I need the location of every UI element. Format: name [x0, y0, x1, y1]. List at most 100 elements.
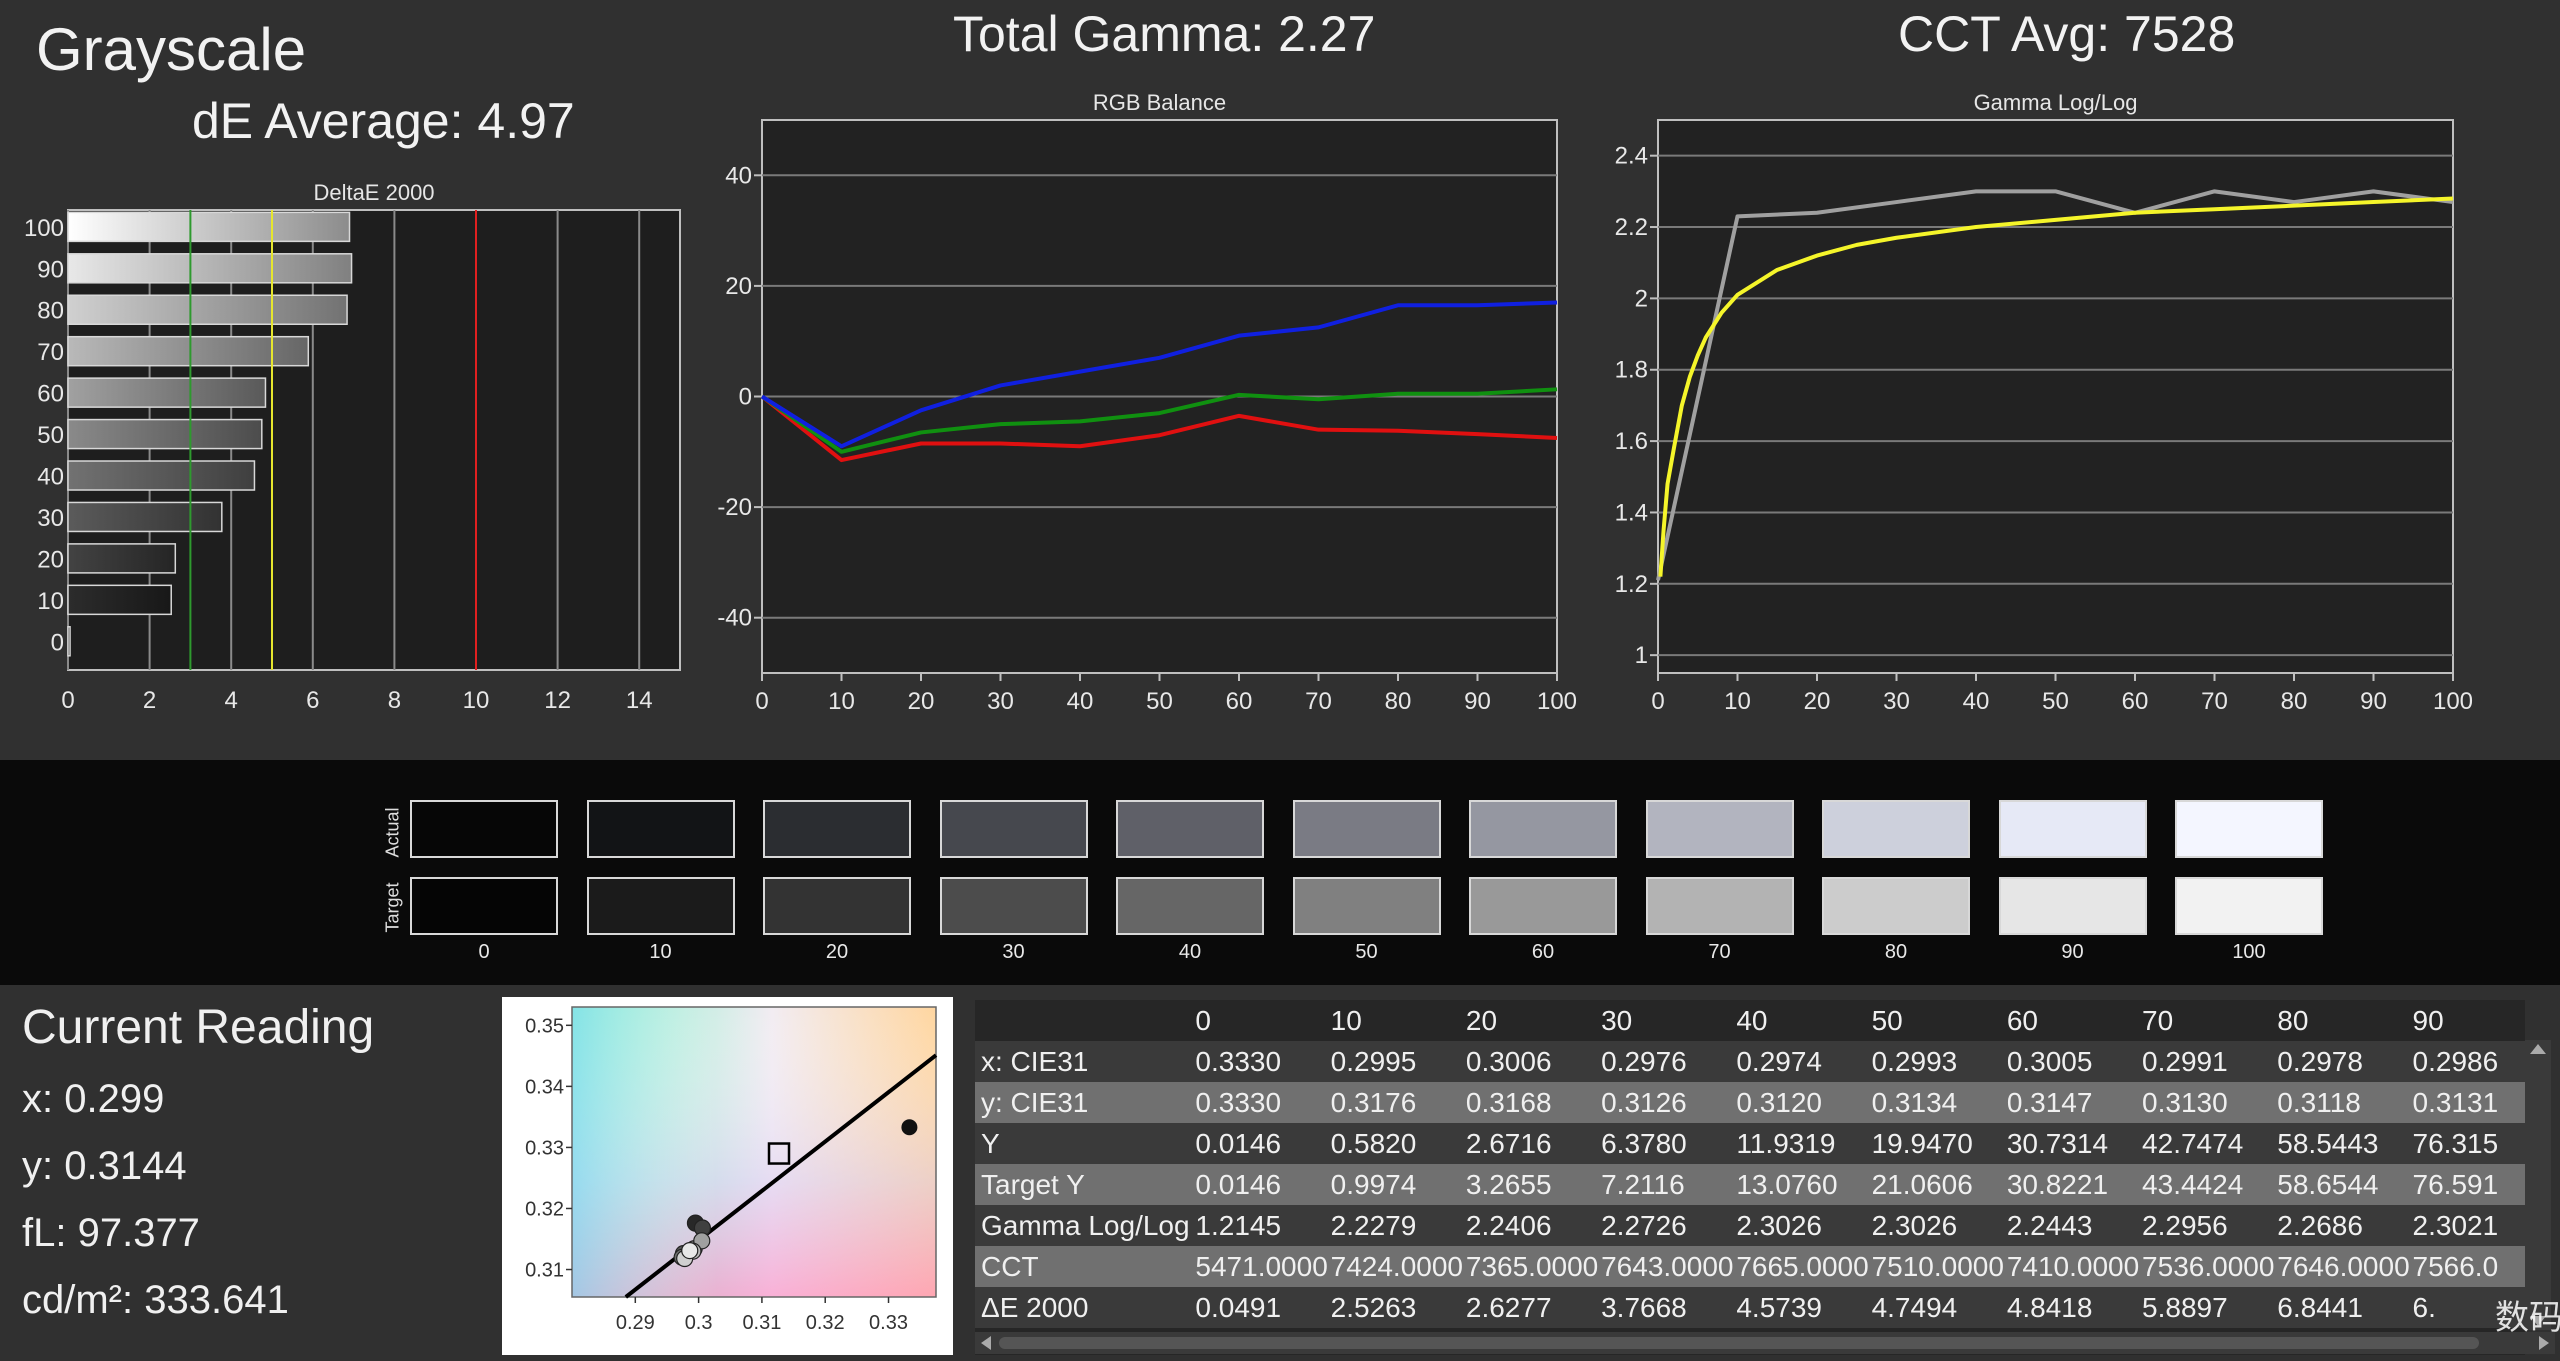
deltae-ytick-label: 10	[37, 588, 64, 615]
table-cell: 4.7494	[1871, 1287, 2007, 1328]
table-column-header: 50	[1871, 1004, 1903, 1036]
table-cell: 0.3130	[2142, 1082, 2278, 1123]
target-swatch	[1998, 877, 2147, 935]
deltae-ytick-label: 100	[24, 215, 64, 242]
gamma-xtick-label: 80	[2281, 688, 2308, 715]
table-cell: 0.2978	[2277, 1041, 2413, 1082]
rgb-xtick-label: 70	[1305, 688, 1332, 715]
swatch-label: 30	[1002, 941, 1025, 963]
table-cell: 58.5443	[2277, 1123, 2413, 1164]
cie-xtick-label: 0.3	[685, 1312, 713, 1334]
target-swatch	[939, 877, 1088, 935]
deltae-xtick-label: 6	[306, 687, 319, 714]
total-gamma-title: Total Gamma: 2.27	[953, 6, 1376, 62]
actual-row-label: Actual	[382, 807, 403, 858]
scroll-thumb[interactable]	[999, 1337, 2479, 1349]
grayscale-title: Grayscale	[36, 16, 307, 83]
deltae-bar	[67, 543, 177, 574]
table-cell: 5471.0000	[1195, 1246, 1331, 1287]
table-cell: 0.2974	[1736, 1041, 1872, 1082]
rgb-ytick-label: 20	[725, 273, 752, 300]
current-reading-title: Current Reading	[22, 1001, 375, 1054]
table-cell: 2.2279	[1330, 1205, 1466, 1246]
deltae-ytick-label: 30	[37, 505, 64, 532]
gamma-chart-title: Gamma Log/Log	[1973, 90, 2138, 115]
table-cell: 0.2976	[1601, 1041, 1737, 1082]
rgb-series-line	[760, 387, 1558, 454]
table-row-label: Y	[975, 1123, 1196, 1164]
rgb-xtick-label: 90	[1464, 688, 1491, 715]
horizontal-scrollbar[interactable]	[975, 1332, 2555, 1354]
cie-ytick-label: 0.31	[525, 1260, 564, 1282]
deltae-xtick-label: 10	[463, 687, 490, 714]
table-cell: 0.3147	[2006, 1082, 2143, 1123]
swatch-label: 70	[1708, 941, 1731, 963]
deltae-xtick-label: 14	[626, 687, 653, 714]
target-swatch	[586, 877, 735, 935]
deltae-xtick-label: 2	[143, 687, 156, 714]
target-swatch	[1292, 877, 1441, 935]
deltae-ytick-label: 50	[37, 422, 64, 449]
table-cell: 7410.0000	[2006, 1246, 2143, 1287]
table-cell: 7510.0000	[1871, 1246, 2007, 1287]
gamma-xtick-label: 100	[2433, 688, 2473, 715]
table-cell: 2.3026	[1871, 1205, 2007, 1246]
gamma-xtick-label: 90	[2360, 688, 2387, 715]
table-column-header: 80	[2277, 1004, 2309, 1036]
table-column-header: 10	[1330, 1004, 1362, 1036]
cie-xtick-label: 0.29	[616, 1312, 655, 1334]
deltae-ytick-label: 0	[51, 629, 64, 656]
rgb-series-line	[760, 300, 1558, 449]
vertical-scrollbar[interactable]	[2525, 1040, 2551, 1330]
swatch-label: 90	[2061, 941, 2084, 963]
cie-ytick-label: 0.34	[525, 1076, 564, 1098]
table-cell: 7365.0000	[1465, 1246, 1602, 1287]
table-column-header: 0	[1195, 1004, 1211, 1036]
table-cell: 7536.0000	[2142, 1246, 2278, 1287]
swatch-label: 40	[1178, 941, 1202, 963]
rgb-xtick-label: 10	[828, 688, 855, 715]
table-row: ΔE 2000 0.0491 2.5263 2.6277 3.7668 4.5739 4.7…	[975, 1287, 2525, 1328]
rgb-xtick-label: 40	[1067, 688, 1094, 715]
scroll-left-icon[interactable]	[981, 1336, 991, 1350]
scroll-down-icon[interactable]	[2530, 1316, 2546, 1326]
table-cell: 0.3176	[1330, 1082, 1466, 1123]
de-average-title: dE Average: 4.97	[192, 93, 575, 149]
table-cell: 0.3134	[1871, 1082, 2007, 1123]
table-cell: 2.6277	[1465, 1287, 1602, 1328]
cie-xtick-label: 0.33	[869, 1312, 908, 1334]
table-column-header: 60	[2006, 1004, 2038, 1036]
scroll-up-icon[interactable]	[2530, 1044, 2546, 1054]
table-cell: 7646.0000	[2277, 1246, 2413, 1287]
table-cell: 3.2655	[1465, 1164, 1602, 1205]
table-row: y: CIE31 0.3330 0.3176 0.3168 0.3126 0.3120 0.…	[975, 1082, 2525, 1123]
cie-xtick-label: 0.31	[742, 1312, 781, 1334]
table-cell: 58.6544	[2277, 1164, 2413, 1205]
deltae-bar	[67, 626, 71, 657]
table-cell: 2.2406	[1465, 1205, 1602, 1246]
rgb-ytick-label: -20	[717, 494, 752, 521]
table-cell: 2.3021	[2412, 1205, 2525, 1246]
rgb-xtick-label: 80	[1385, 688, 1412, 715]
table-cell: 5.8897	[2142, 1287, 2278, 1328]
deltae-bar	[67, 211, 351, 243]
cie-target-square	[767, 1142, 791, 1165]
table-cell: 2.2686	[2277, 1205, 2413, 1246]
gamma-xtick-label: 30	[1883, 688, 1910, 715]
table-column-header: 30	[1601, 1004, 1633, 1036]
data-table: 0 10 20 30 40 50 60 70 80 90 x: CIE31 0.3330 0.2995…	[975, 1000, 2525, 1328]
table-cell: 30.8221	[2006, 1164, 2143, 1205]
gamma-ytick-label: 2	[1635, 285, 1648, 312]
rgb-xtick-label: 60	[1226, 688, 1253, 715]
swatch-label: 60	[1531, 941, 1555, 963]
rgb-series-line	[760, 394, 1558, 463]
deltae-xtick-label: 0	[61, 687, 74, 714]
table-cell: 0.3118	[2277, 1082, 2413, 1123]
table-cell: 0.2993	[1871, 1041, 2007, 1082]
scroll-right-icon[interactable]	[2539, 1336, 2549, 1350]
deltae-bar	[67, 460, 256, 491]
deltae-bar	[67, 377, 267, 408]
table-cell: 6.	[2412, 1287, 2525, 1328]
reading-fl: fL: 97.377	[22, 1211, 200, 1255]
actual-swatch	[1292, 800, 1441, 858]
